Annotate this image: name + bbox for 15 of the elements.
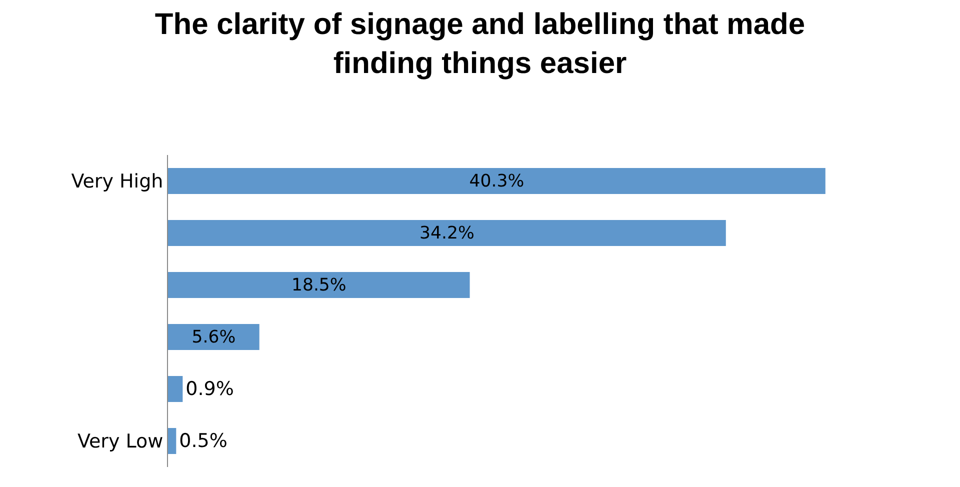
chart-title: The clarity of signage and labelling that made finding things easier (154, 8, 806, 80)
bar (168, 272, 470, 298)
bar (168, 376, 183, 402)
bar (168, 428, 176, 454)
y-tick-label: Very Low (77, 430, 164, 453)
data-label: 34.2% (420, 223, 474, 244)
bar (168, 324, 260, 350)
data-label: 0.5% (179, 430, 228, 452)
bar (168, 168, 826, 194)
data-label: 0.9% (186, 378, 234, 400)
bar (168, 220, 726, 246)
data-label: 18.5% (291, 275, 346, 296)
data-label: 5.6% (192, 327, 236, 348)
y-tick-label: Very High (71, 170, 164, 193)
data-label: 40.3% (469, 171, 524, 192)
